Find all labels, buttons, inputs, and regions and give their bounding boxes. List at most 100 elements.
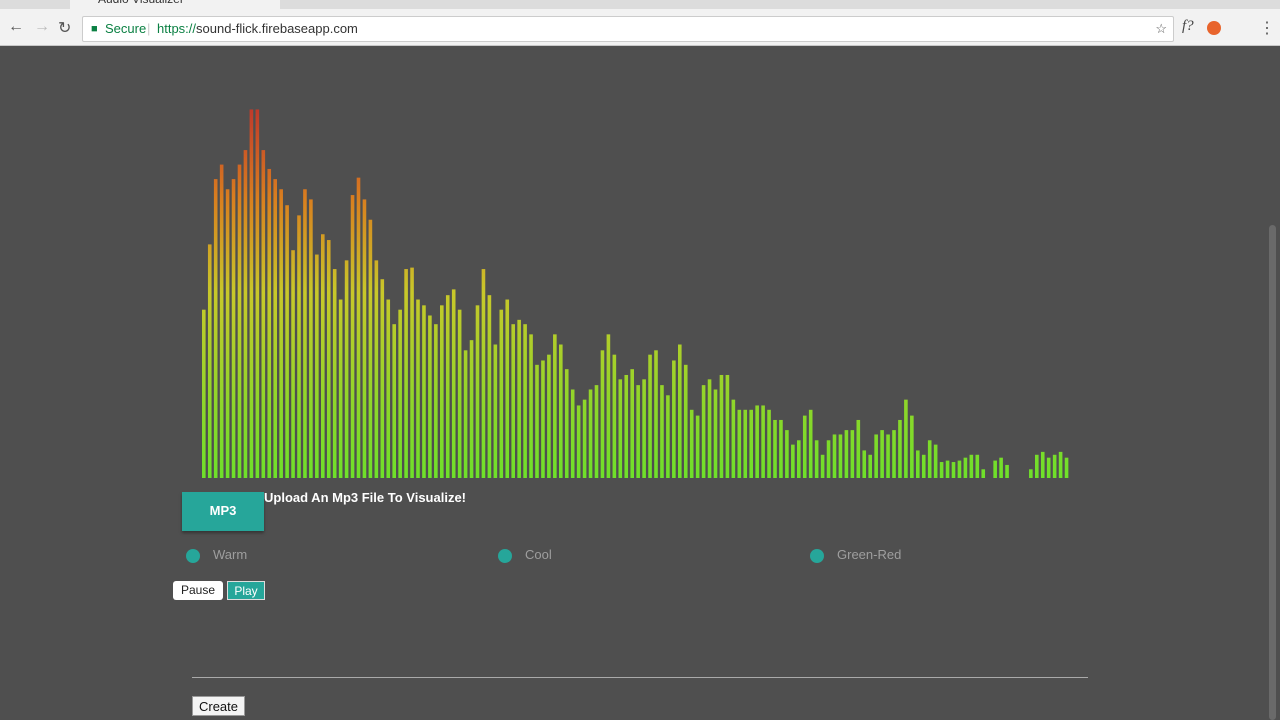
- level-bar: [648, 354, 652, 478]
- level-bar: [529, 334, 533, 478]
- level-bar: [487, 295, 492, 478]
- tab-strip: Audio Visualizer: [0, 0, 1280, 9]
- level-bar: [469, 340, 474, 478]
- level-bar: [1035, 454, 1039, 478]
- theme-option[interactable]: Warm: [186, 547, 247, 563]
- level-bar: [350, 195, 355, 478]
- tab[interactable]: Audio Visualizer: [70, 0, 280, 9]
- theme-option[interactable]: Green-Red: [810, 547, 901, 563]
- extension-icon[interactable]: f?: [1182, 18, 1194, 34]
- level-bar: [761, 405, 765, 478]
- level-bar: [820, 454, 825, 478]
- level-bar: [338, 299, 343, 478]
- level-bar: [255, 109, 260, 478]
- level-bar: [374, 260, 379, 478]
- level-bar: [939, 462, 944, 478]
- level-bar: [886, 434, 890, 478]
- radio-dot: [498, 548, 512, 563]
- divider: [192, 677, 1088, 678]
- level-bar: [963, 457, 968, 478]
- upload-prompt: Upload An Mp3 File To Visualize!: [264, 490, 467, 505]
- level-bar: [434, 324, 438, 478]
- level-bar: [743, 409, 748, 478]
- browser-chrome: Audio Visualizer ← → ↻ ■ Secure | https:…: [0, 0, 1280, 46]
- level-bar: [874, 434, 878, 478]
- level-bar: [576, 405, 581, 478]
- level-bar: [588, 389, 593, 478]
- level-bar: [773, 419, 777, 478]
- forward-button[interactable]: →: [34, 18, 50, 35]
- level-bar: [654, 350, 658, 478]
- level-bar: [808, 409, 813, 478]
- level-bar: [957, 460, 962, 478]
- level-bar: [707, 379, 712, 478]
- level-bar: [636, 385, 640, 478]
- level-bar: [969, 454, 974, 478]
- url: https://sound-flick.firebaseapp.com: [157, 17, 358, 41]
- theme-label: Green-Red: [837, 547, 902, 562]
- level-bar: [606, 334, 611, 478]
- reload-button[interactable]: ↻: [58, 20, 72, 37]
- level-bar: [779, 419, 783, 478]
- level-bar: [1005, 464, 1009, 478]
- level-bar: [826, 440, 831, 478]
- level-bar: [517, 319, 521, 478]
- level-bar: [463, 350, 468, 478]
- level-bar: [642, 379, 646, 478]
- level-bar: [297, 215, 301, 478]
- level-bar: [404, 269, 408, 478]
- play-button[interactable]: Play: [227, 581, 265, 600]
- level-bar: [802, 415, 807, 478]
- level-bar: [261, 150, 266, 478]
- level-bar: [1046, 457, 1051, 478]
- level-bar: [380, 279, 385, 478]
- level-bar: [975, 454, 980, 478]
- level-bar: [618, 379, 623, 478]
- level-bar: [737, 409, 742, 478]
- level-bar: [892, 430, 896, 478]
- level-bar: [309, 199, 313, 479]
- level-bar: [553, 334, 557, 478]
- level-bar: [725, 374, 730, 478]
- address-bar[interactable]: ■ Secure | https://sound-flick.firebasea…: [82, 16, 1174, 42]
- bookmark-star[interactable]: ☆: [1155, 21, 1167, 36]
- level-bar: [219, 164, 224, 478]
- level-bar: [880, 430, 884, 478]
- level-bar: [791, 444, 795, 478]
- menu-button[interactable]: ⋮: [1259, 20, 1275, 37]
- pause-button[interactable]: Pause: [173, 581, 223, 600]
- level-bar: [630, 369, 634, 478]
- level-bar: [785, 430, 789, 478]
- visualizer: [202, 109, 1069, 479]
- level-bar: [731, 399, 736, 478]
- scrollbar[interactable]: [1269, 225, 1276, 720]
- level-bar: [921, 454, 926, 478]
- level-bar: [392, 324, 396, 478]
- level-bar: [481, 269, 486, 478]
- level-bar: [535, 364, 539, 478]
- level-bar: [416, 299, 420, 478]
- level-bar: [570, 389, 575, 478]
- level-bar: [856, 419, 861, 478]
- level-bar: [1052, 454, 1057, 478]
- level-bar: [1029, 469, 1033, 478]
- upload-button[interactable]: MP3: [182, 492, 264, 531]
- level-bar: [701, 385, 706, 478]
- theme-label: Cool: [525, 547, 552, 562]
- level-bar: [368, 219, 373, 478]
- level-bar: [672, 360, 676, 478]
- level-bar: [862, 450, 867, 478]
- url-host: sound-flick.firebaseapp.com: [196, 21, 358, 36]
- level-bar: [440, 305, 444, 478]
- extension-icon[interactable]: [1207, 21, 1221, 35]
- theme-option[interactable]: Cool: [498, 547, 552, 563]
- level-bar: [868, 454, 872, 478]
- level-bar: [678, 344, 682, 478]
- level-bar: [832, 434, 837, 478]
- level-bar: [410, 267, 414, 478]
- level-bar: [767, 409, 771, 478]
- create-button[interactable]: Create: [192, 696, 245, 716]
- back-button[interactable]: ←: [8, 18, 24, 35]
- level-bar: [945, 460, 950, 478]
- level-bar: [981, 469, 986, 478]
